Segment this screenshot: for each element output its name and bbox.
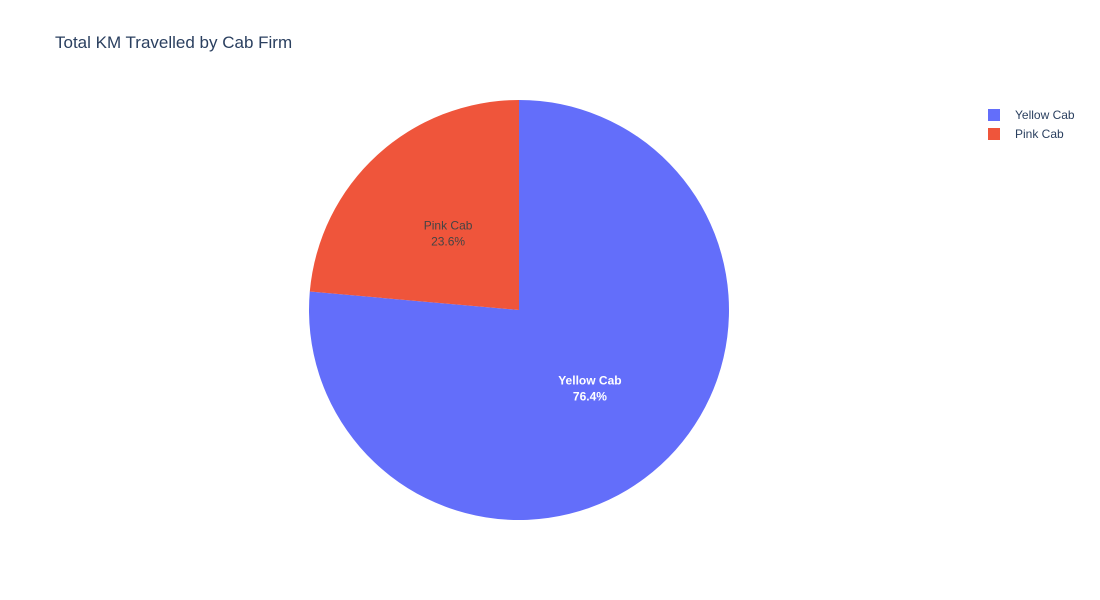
pie-slice-yellow-cab[interactable] bbox=[308, 100, 729, 521]
slice-label-yellow-cab: Yellow Cab bbox=[558, 373, 621, 387]
legend-swatch-yellow-cab bbox=[988, 108, 1000, 121]
legend: Yellow Cab Pink Cab bbox=[988, 105, 1075, 143]
legend-item-yellow-cab[interactable]: Yellow Cab bbox=[988, 105, 1075, 124]
legend-item-pink-cab[interactable]: Pink Cab bbox=[988, 124, 1075, 143]
slice-percent-pink-cab: 23.6% bbox=[431, 235, 465, 249]
legend-swatch-pink-cab bbox=[988, 127, 1000, 140]
pie-slice-pink-cab[interactable] bbox=[309, 100, 519, 310]
slice-percent-yellow-cab: 76.4% bbox=[573, 389, 607, 403]
legend-label-pink-cab: Pink Cab bbox=[1015, 126, 1064, 141]
legend-label-yellow-cab: Yellow Cab bbox=[1015, 107, 1075, 122]
chart-title: Total KM Travelled by Cab Firm bbox=[55, 33, 293, 52]
slice-label-pink-cab: Pink Cab bbox=[424, 219, 473, 233]
